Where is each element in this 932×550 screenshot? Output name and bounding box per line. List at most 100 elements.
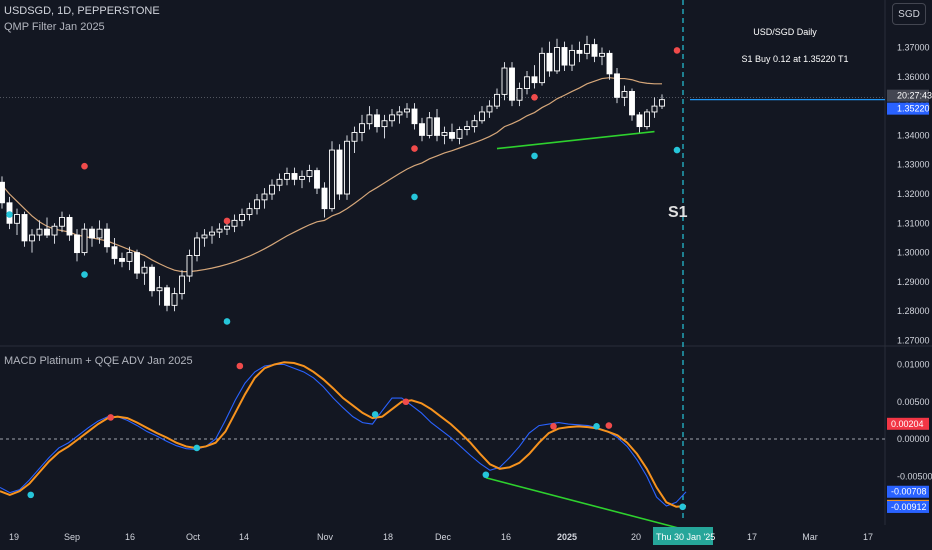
- price-tick-label: 1.37000: [897, 43, 930, 53]
- macd-sell-dot: [550, 423, 557, 430]
- macd-tick-label: -0.00500: [897, 471, 932, 481]
- candle-up: [486, 105, 493, 113]
- candle-down: [21, 214, 28, 242]
- candle-up: [524, 76, 530, 89]
- candle-down: [606, 52, 613, 75]
- candle-up: [569, 49, 575, 66]
- candle-up: [224, 225, 230, 230]
- candle-up: [389, 114, 395, 122]
- candle-up: [246, 208, 253, 215]
- candle-up: [269, 184, 275, 195]
- macd-slow-line: [0, 361, 687, 508]
- candle-up: [14, 214, 20, 224]
- buy-signal-dot: [673, 146, 681, 154]
- top-indicator-label[interactable]: QMP Filter Jan 2025: [4, 21, 105, 33]
- sell-signal-dot: [411, 145, 418, 152]
- candle-down: [449, 132, 455, 139]
- candle-down: [291, 173, 298, 180]
- macd-buy-dot: [679, 503, 686, 511]
- candle-down: [104, 228, 110, 248]
- candle-down: [561, 47, 568, 66]
- x-tick-label: Dec: [435, 532, 452, 542]
- candle-down: [164, 287, 170, 306]
- candle-down: [66, 216, 73, 236]
- candle-up: [441, 132, 448, 136]
- price-tick-label: 1.27000: [897, 336, 930, 346]
- x-tick-label: 19: [9, 532, 19, 542]
- candle-up: [276, 178, 283, 186]
- candle-up: [659, 99, 665, 107]
- macd-sell-dot: [402, 398, 410, 406]
- candle-up: [141, 266, 148, 274]
- macd-value-tag: [887, 485, 929, 498]
- x-tick-label: Sep: [64, 532, 80, 542]
- symbol-title[interactable]: USDSGD, 1D, PEPPERSTONE: [4, 5, 160, 17]
- countdown-label: 20:27:43: [897, 91, 932, 101]
- macd-buy-dot: [27, 491, 35, 499]
- x-tick-label: Oct: [186, 532, 201, 542]
- macd-buy-dot: [193, 444, 201, 452]
- candle-down: [74, 234, 80, 254]
- macd-tick-label: 0.01000: [897, 360, 930, 370]
- x-tick-label: 18: [383, 532, 393, 542]
- chart-annotation-title: USD/SGD Daily: [753, 27, 817, 37]
- s1-marker-label: S1: [668, 204, 688, 221]
- candle-up: [231, 219, 238, 227]
- bottom-indicator-label[interactable]: MACD Platinum + QQE ADV Jan 2025: [4, 355, 193, 367]
- candle-up: [329, 149, 335, 210]
- price-tick-label: 1.34000: [897, 130, 930, 140]
- macd-sell-dot: [107, 414, 114, 421]
- candle-up: [209, 231, 215, 236]
- candle-down: [119, 258, 125, 262]
- price-tick-label: 1.28000: [897, 306, 930, 316]
- candle-up: [126, 252, 133, 262]
- candle-up: [479, 111, 485, 122]
- candle-up: [171, 293, 178, 306]
- chart-annotation-trade: S1 Buy 0.12 at 1.35220 T1: [741, 54, 849, 64]
- candle-down: [111, 246, 118, 259]
- x-tick-label: 20: [631, 532, 641, 542]
- candle-down: [434, 117, 440, 136]
- candle-up: [96, 228, 103, 239]
- price-tick-label: 1.30000: [897, 248, 930, 258]
- macd-divergence-line: [485, 476, 683, 530]
- macd-sell-dot: [605, 422, 613, 429]
- current-price-tag: [887, 102, 929, 115]
- price-tick-label: 1.29000: [897, 277, 930, 287]
- candle-down: [336, 149, 343, 195]
- currency-button[interactable]: SGD: [892, 3, 926, 25]
- buy-signal-dot: [223, 318, 231, 325]
- x-cursor-label: Thu 30 Jan '25: [656, 532, 715, 542]
- candle-up: [351, 132, 358, 142]
- x-tick-label: 17: [863, 532, 873, 542]
- candle-down: [614, 73, 620, 98]
- candle-down: [509, 67, 515, 101]
- candle-down: [531, 76, 538, 84]
- macd-sell-dot: [236, 362, 244, 370]
- candle-up: [201, 234, 208, 239]
- candle-up: [501, 67, 508, 95]
- candle-down: [314, 170, 320, 189]
- price-tick-label: 1.33000: [897, 160, 930, 170]
- x-tick-label: Nov: [317, 532, 334, 542]
- candle-up: [344, 140, 350, 195]
- candle-down: [629, 90, 635, 116]
- candle-up: [216, 228, 223, 233]
- candle-down: [636, 114, 643, 128]
- x-tick-label: 2025: [557, 532, 577, 542]
- x-cursor-tag: [653, 527, 713, 545]
- candle-up: [186, 255, 193, 277]
- candle-down: [134, 252, 140, 274]
- candle-up: [599, 52, 605, 57]
- candle-up: [239, 214, 245, 221]
- candle-down: [591, 44, 598, 57]
- candle-up: [59, 216, 65, 227]
- candle-up: [584, 44, 590, 54]
- macd-tick-label: 0.00500: [897, 397, 930, 407]
- macd-value-label: 0.00204: [891, 419, 924, 429]
- candle-down: [0, 181, 5, 204]
- candle-down: [546, 52, 553, 72]
- candle-up: [29, 234, 35, 242]
- macd-value-tag: [887, 417, 929, 430]
